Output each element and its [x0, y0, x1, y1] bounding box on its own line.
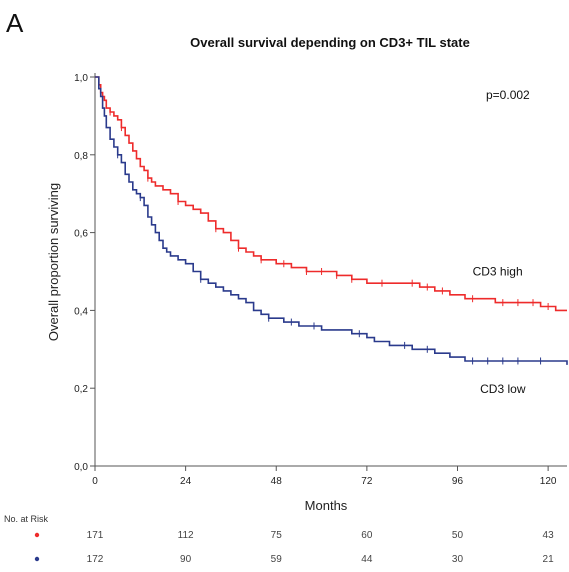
risk-count: 44 — [361, 554, 373, 565]
risk-count: 172 — [87, 554, 104, 565]
y-tick-label: 0,0 — [74, 462, 88, 473]
series-label-cd3-low: CD3 low — [480, 382, 526, 396]
panel-letter: A — [6, 8, 24, 38]
x-tick-label: 72 — [361, 476, 373, 487]
y-tick-label: 0,8 — [74, 151, 88, 162]
p-value-label: p=0.002 — [486, 88, 530, 102]
risk-count: 171 — [87, 530, 104, 541]
x-tick-label: 24 — [180, 476, 192, 487]
risk-count: 60 — [361, 530, 373, 541]
x-axis-label: Months — [305, 498, 348, 513]
x-tick-label: 0 — [92, 476, 98, 487]
x-tick-label: 96 — [452, 476, 464, 487]
risk-count: 112 — [178, 530, 194, 541]
risk-table: 171 112 75 60 50 43 172 90 59 44 30 21 — [34, 530, 555, 565]
y-tick-label: 1,0 — [74, 73, 88, 84]
risk-table-title: No. at Risk — [4, 514, 49, 524]
risk-count: 50 — [452, 530, 464, 541]
y-tick-label: 0,6 — [74, 229, 88, 240]
y-tick-label: 0,2 — [74, 384, 88, 395]
risk-count: 21 — [543, 554, 555, 565]
y-axis-label: Overall proportion surviving — [46, 183, 61, 341]
chart-title: Overall survival depending on CD3+ TIL s… — [190, 35, 470, 50]
risk-count: 59 — [271, 554, 283, 565]
risk-row-marker — [34, 556, 40, 562]
survival-curve-cd3-low — [95, 76, 568, 365]
risk-count: 75 — [271, 530, 283, 541]
plot-area: 0,0 0,2 0,4 0,6 0,8 1,0 0 24 48 72 96 120 — [74, 73, 568, 487]
risk-count: 43 — [543, 530, 555, 541]
x-tick-label: 48 — [271, 476, 283, 487]
y-tick-label: 0,4 — [74, 306, 88, 317]
x-tick-label: 120 — [540, 476, 557, 487]
risk-row-marker — [34, 532, 40, 538]
series-label-cd3-high: CD3 high — [473, 265, 523, 279]
risk-count: 90 — [180, 554, 192, 565]
risk-count: 30 — [452, 554, 464, 565]
